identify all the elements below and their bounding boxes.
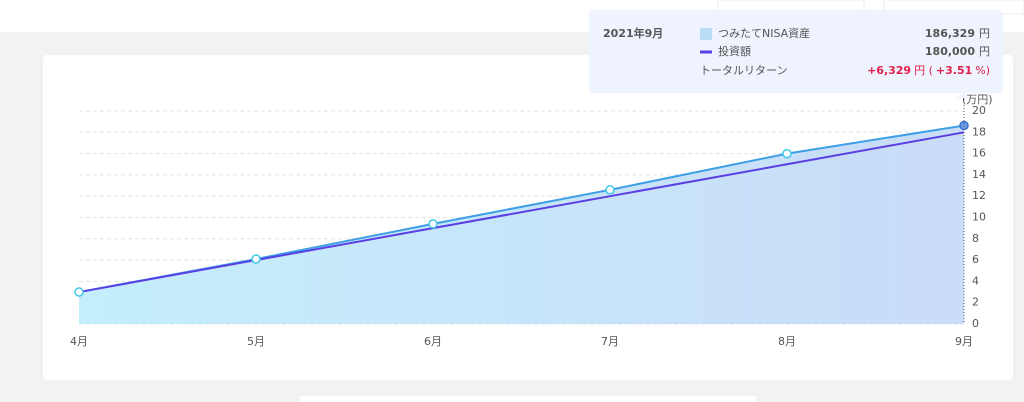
point	[428, 219, 438, 229]
x-tick-label: 5月	[247, 335, 265, 348]
tooltip-unit: 円	[979, 27, 990, 40]
next-card	[300, 396, 756, 402]
x-tick-label: 8月	[778, 335, 796, 348]
return-text: +6,329 円 (+3.51%)	[867, 64, 990, 77]
return-value: +6,329	[867, 64, 911, 77]
y-tick-label: 14	[972, 168, 986, 181]
tooltip-arrow	[957, 92, 969, 98]
y-axis-label: (万円)	[962, 93, 993, 106]
tooltip-value: 186,329	[925, 27, 975, 40]
return-open: 円 (	[914, 64, 933, 77]
point	[605, 185, 615, 195]
y-tick-label: 20	[972, 104, 986, 117]
tooltip-unit: 円	[979, 45, 990, 58]
y-tick-label: 4	[972, 274, 979, 287]
y-tick-label: 8	[972, 232, 979, 245]
legend-swatch	[700, 28, 712, 40]
point	[959, 120, 969, 131]
y-tick-label: 12	[972, 189, 986, 202]
x-tick-label: 9月	[955, 335, 973, 348]
invest-line	[78, 131, 965, 294]
y-tick-label: 2	[972, 296, 979, 309]
area	[79, 125, 964, 324]
x-tick-label: 4月	[70, 335, 88, 348]
x-tick-label: 7月	[601, 335, 619, 348]
point	[251, 254, 261, 264]
return-label: トータルリターン	[700, 64, 787, 77]
tooltip-series-name: つみたてNISA資産	[718, 27, 810, 40]
tooltip-series-name: 投資額	[718, 44, 751, 58]
y-tick-label: 10	[972, 211, 986, 224]
point	[74, 287, 84, 297]
tooltip-value: 180,000	[925, 45, 975, 58]
y-tick-label: 18	[972, 125, 986, 138]
y-tick-label: 6	[972, 253, 979, 266]
y-tick-label: 0	[972, 317, 979, 330]
tooltip	[589, 10, 1003, 93]
x-tick-label: 6月	[424, 335, 442, 348]
return-close: %)	[975, 64, 990, 77]
return-pct: +3.51	[936, 64, 972, 77]
y-tick-label: 16	[972, 147, 986, 160]
tooltip-title: 2021年9月	[603, 26, 663, 40]
point	[782, 148, 792, 159]
